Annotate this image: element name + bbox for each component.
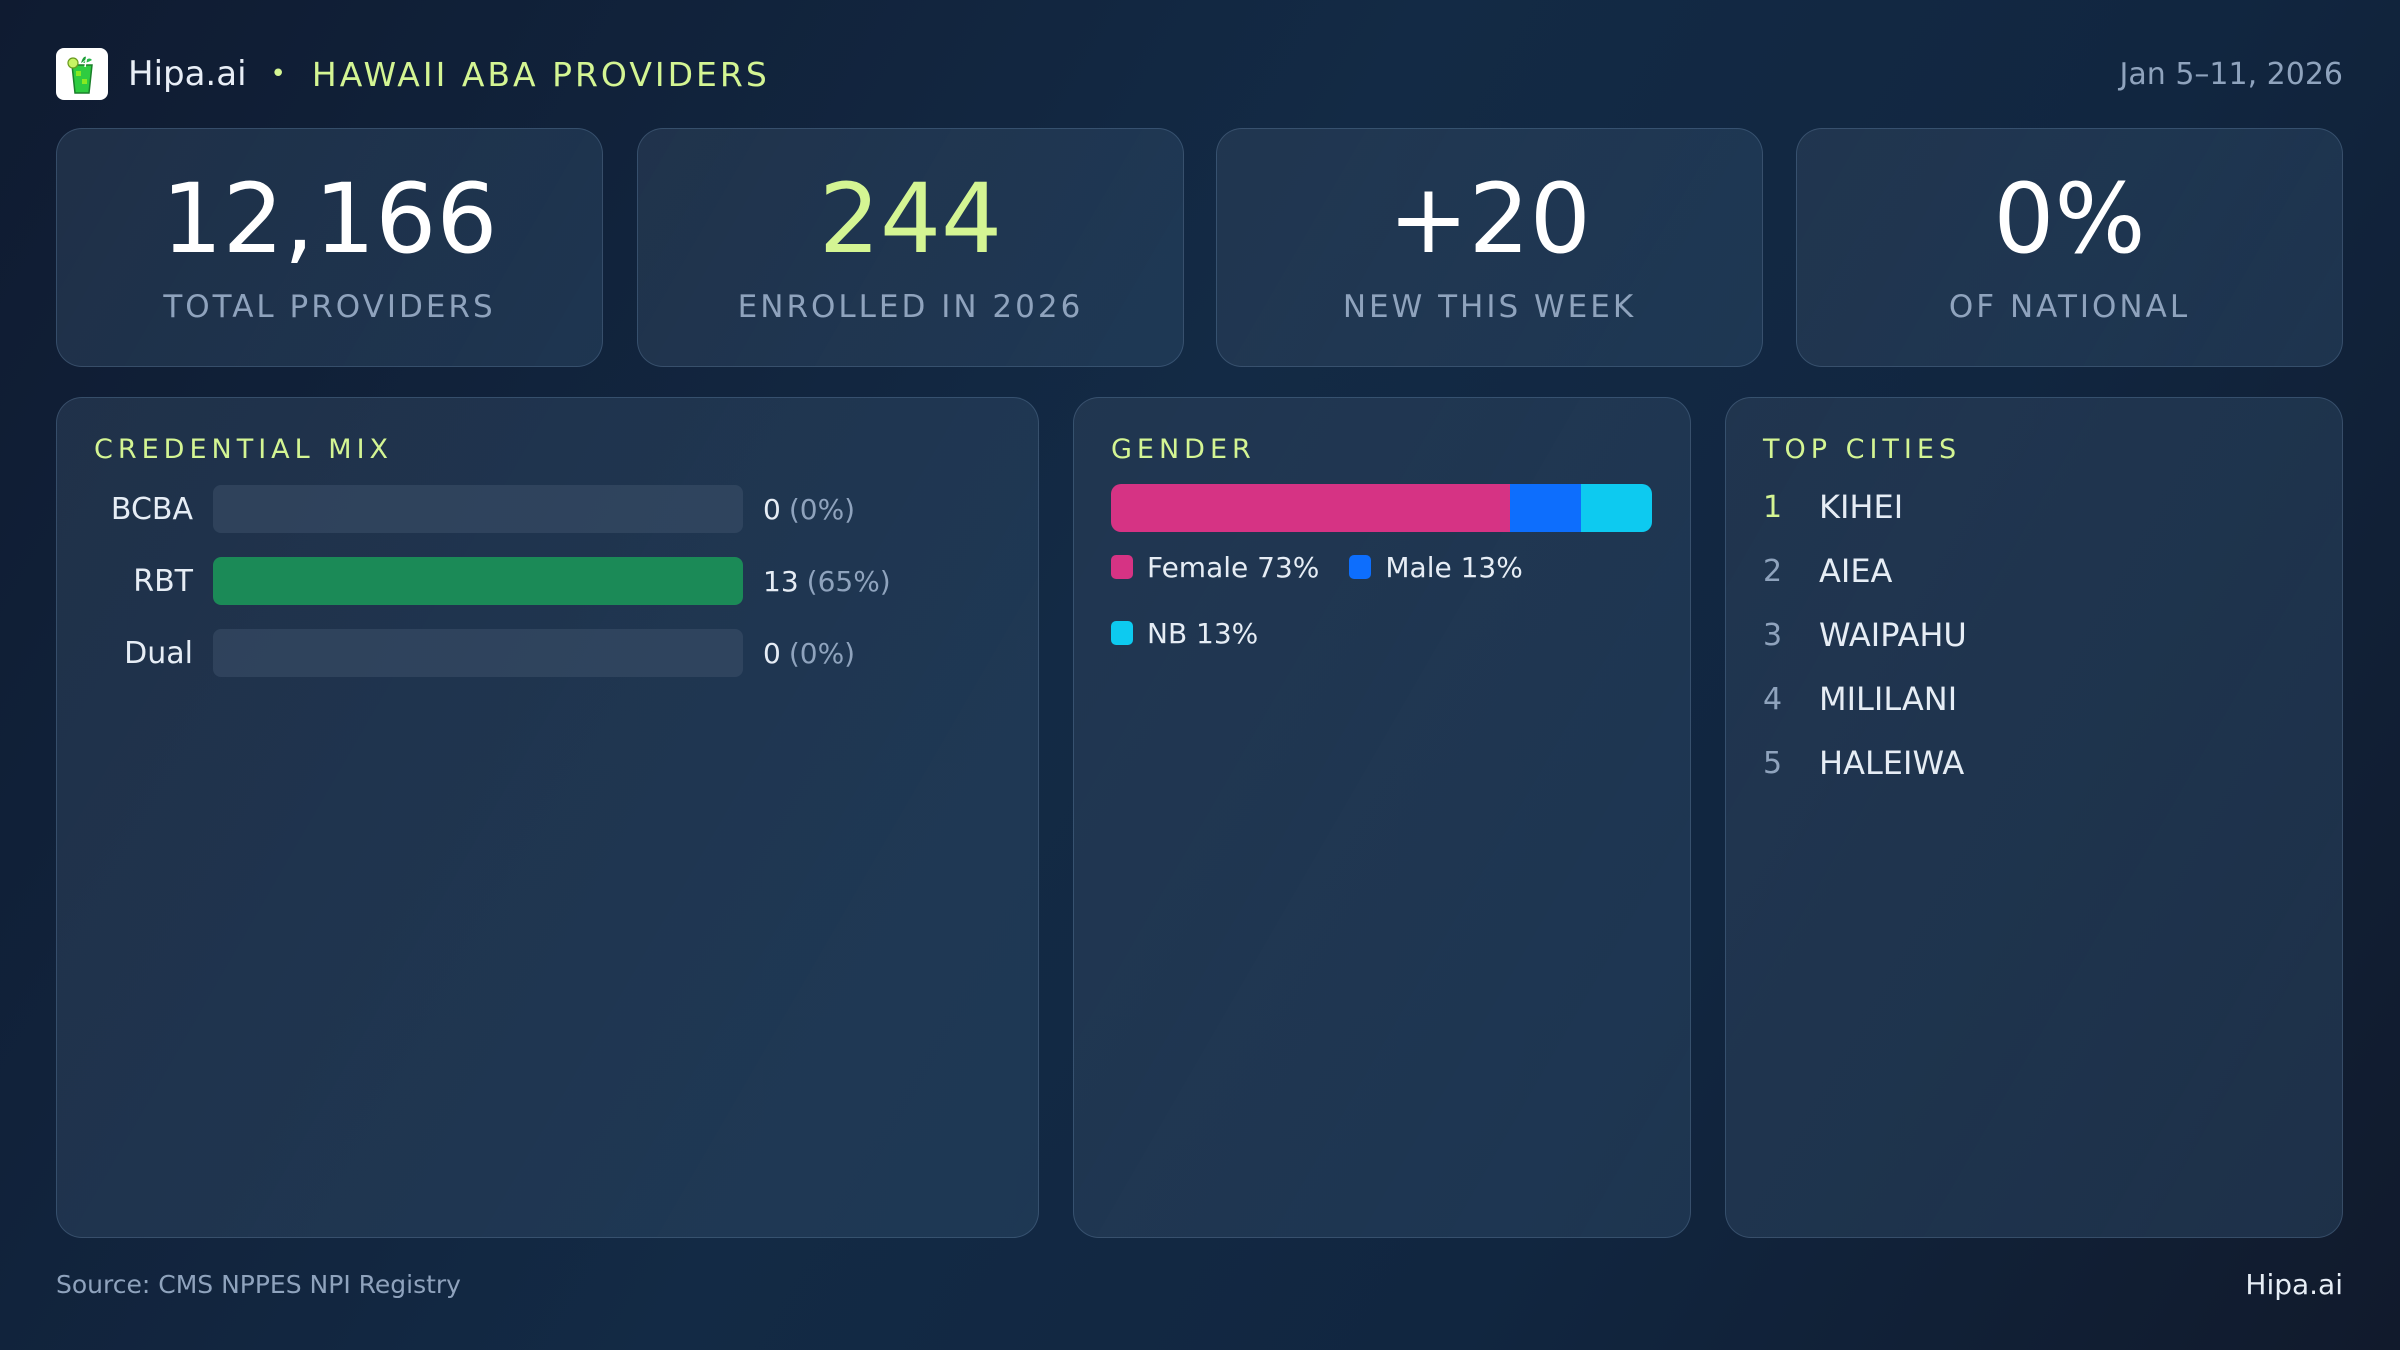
legend-swatch: [1111, 621, 1133, 645]
legend-swatch: [1349, 555, 1372, 579]
brand-name: Hipa.ai: [128, 54, 247, 94]
gender-segment-nb: [1580, 484, 1652, 532]
kpi-label: ENROLLED IN 2026: [737, 289, 1084, 325]
credential-mix-panel: CREDENTIAL MIX BCBA 0 (0%) RBT 13 (65%) …: [56, 397, 1039, 1238]
city-name: WAIPAHU: [1819, 616, 1967, 654]
mojito-glass-icon: [56, 48, 108, 100]
city-list-item: 5 HALEIWA: [1763, 738, 1964, 788]
panel-title: GENDER: [1111, 434, 1256, 465]
city-rank: 3: [1763, 617, 1783, 653]
credential-label: Dual: [124, 635, 193, 671]
legend-item-female: Female 73%: [1111, 548, 1319, 586]
credential-bar-track: [213, 629, 743, 677]
city-list-item: 2 AIEA: [1763, 546, 1892, 596]
kpi-value: 12,166: [161, 163, 498, 275]
kpi-card-new-this-week: +20 NEW THIS WEEK: [1216, 128, 1763, 367]
credential-label: RBT: [133, 563, 193, 599]
kpi-label: NEW THIS WEEK: [1342, 289, 1637, 325]
gender-legend: Female 73% Male 13% NB 13%: [1111, 548, 1671, 652]
credential-row-dual: Dual 0 (0%): [57, 629, 855, 677]
page-title: HAWAII ABA PROVIDERS: [311, 54, 770, 94]
city-name: HALEIWA: [1819, 744, 1965, 782]
legend-label: Male 13%: [1385, 550, 1523, 584]
city-rank: 2: [1763, 553, 1783, 589]
city-list-item: 3 WAIPAHU: [1763, 610, 1967, 660]
credential-bar-track: [213, 485, 743, 533]
credential-bar-fill: [213, 557, 743, 605]
city-name: AIEA: [1819, 552, 1893, 590]
kpi-value: +20: [1388, 163, 1591, 275]
credential-label: BCBA: [110, 491, 193, 527]
city-rank: 4: [1763, 681, 1783, 717]
credential-count: 0: [763, 636, 781, 670]
legend-label: Female 73%: [1147, 550, 1320, 584]
panel-title: TOP CITIES: [1763, 434, 1962, 465]
kpi-card-total-providers: 12,166 TOTAL PROVIDERS: [56, 128, 603, 367]
kpi-label: TOTAL PROVIDERS: [163, 289, 496, 325]
header: Hipa.ai • HAWAII ABA PROVIDERS Jan 5–11,…: [56, 48, 2343, 100]
credential-row-bcba: BCBA 0 (0%): [57, 485, 855, 533]
kpi-value: 0%: [1993, 163, 2146, 275]
top-cities-panel: TOP CITIES 1 KIHEI 2 AIEA 3 WAIPAHU 4 MI…: [1725, 397, 2343, 1238]
city-name: MILILANI: [1819, 680, 1958, 718]
credential-pct: (0%): [788, 636, 856, 670]
legend-swatch: [1111, 555, 1133, 579]
panel-title: CREDENTIAL MIX: [94, 434, 394, 465]
city-rank: 5: [1763, 745, 1783, 781]
kpi-label: OF NATIONAL: [1948, 289, 2191, 325]
city-list-item: 1 KIHEI: [1763, 482, 1903, 532]
kpi-card-enrolled: 244 ENROLLED IN 2026: [637, 128, 1184, 367]
legend-label: NB 13%: [1147, 616, 1259, 650]
date-range: Jan 5–11, 2026: [2119, 56, 2343, 92]
city-rank: 1: [1763, 489, 1783, 525]
legend-item-nb: NB 13%: [1111, 614, 1258, 652]
credential-count: 13: [763, 564, 799, 598]
city-name: KIHEI: [1819, 488, 1904, 526]
gender-segment-female: [1111, 484, 1510, 532]
gender-panel: GENDER Female 73% Male 13% NB 13%: [1073, 397, 1691, 1238]
kpi-card-of-national: 0% OF NATIONAL: [1796, 128, 2343, 367]
credential-pct: (65%): [806, 564, 891, 598]
footer-brand: Hipa.ai: [2245, 1268, 2343, 1301]
separator-dot: •: [270, 59, 286, 89]
gender-stacked-bar: [1111, 484, 1652, 532]
credential-pct: (0%): [788, 492, 856, 526]
credential-row-rbt: RBT 13 (65%): [57, 557, 891, 605]
city-list-item: 4 MILILANI: [1763, 674, 1957, 724]
credential-count: 0: [763, 492, 781, 526]
legend-item-male: Male 13%: [1349, 548, 1523, 586]
source-note: Source: CMS NPPES NPI Registry: [56, 1270, 461, 1299]
credential-bar-track: [213, 557, 743, 605]
gender-segment-male: [1509, 484, 1581, 532]
kpi-value: 244: [818, 163, 1003, 275]
